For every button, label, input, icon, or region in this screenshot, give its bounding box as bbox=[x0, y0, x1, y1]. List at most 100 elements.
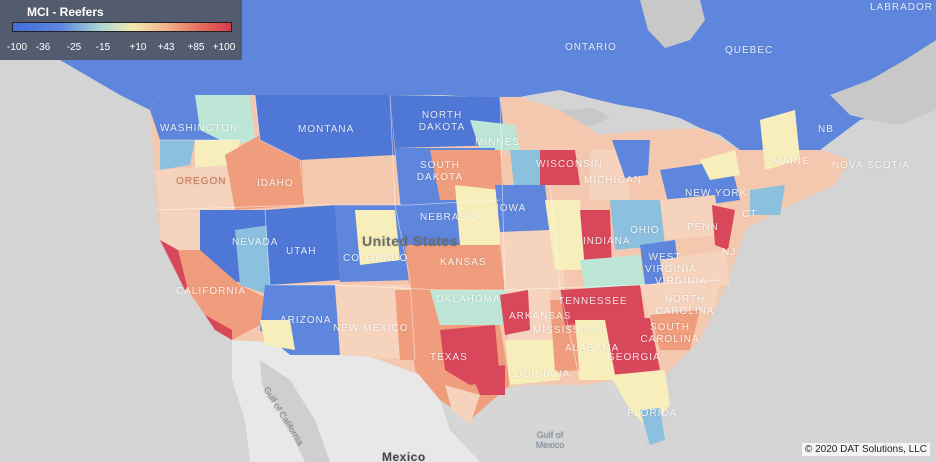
label-nebraska: NEBRASKA bbox=[420, 212, 483, 223]
region-kansas bbox=[405, 245, 505, 295]
label-new-mexico: NEW MEXICO bbox=[333, 323, 409, 334]
label-gulf-of-mexico: Gulf of Mexico bbox=[535, 430, 565, 450]
label-alabama: ALABAMA bbox=[565, 343, 620, 354]
region-nc bbox=[640, 280, 720, 318]
region-ark-red bbox=[500, 290, 530, 335]
region-montana bbox=[255, 95, 395, 160]
copyright-notice: © 2020 DAT Solutions, LLC bbox=[801, 443, 930, 456]
label-ontario: ONTARIO bbox=[565, 42, 617, 53]
label-kansas: KANSAS bbox=[440, 257, 487, 268]
region-tx-south bbox=[445, 385, 480, 425]
water-hudson-bay bbox=[640, 0, 705, 48]
region-ma bbox=[750, 185, 785, 215]
region-wisconsin bbox=[535, 150, 580, 185]
region-minnesota bbox=[470, 120, 520, 150]
legend-tick: +10 bbox=[129, 42, 147, 53]
legend-tick: +85 bbox=[187, 42, 205, 53]
region-ny-north bbox=[700, 150, 740, 180]
region-nj bbox=[712, 205, 735, 250]
region-oklahoma bbox=[430, 290, 505, 325]
label-colorado: COLORADO bbox=[343, 253, 409, 264]
label-nevada: NEVADA bbox=[232, 237, 279, 248]
label-wisconsin: WISCONSIN bbox=[536, 159, 603, 170]
label-arizona: ARIZONA bbox=[280, 315, 332, 326]
region-alabama bbox=[575, 320, 615, 380]
region-utah bbox=[265, 205, 340, 285]
label-arkansas: ARKANSAS bbox=[509, 311, 572, 322]
region-wa-coast bbox=[160, 140, 195, 170]
label-labrador: LABRADOR bbox=[870, 2, 934, 13]
label-united-states: United States bbox=[362, 233, 458, 249]
label-louisiana: LOUISIANA bbox=[508, 369, 571, 380]
region-illinois bbox=[545, 200, 585, 270]
label-minnesota: MINNES bbox=[475, 137, 520, 148]
label-mexico: Mexico bbox=[382, 450, 426, 462]
label-tennessee: TENNESSEE bbox=[558, 296, 628, 307]
region-indiana bbox=[580, 210, 612, 270]
region-co-plains bbox=[355, 210, 400, 265]
region-iowa bbox=[495, 185, 550, 232]
region-upper-mich bbox=[612, 140, 650, 178]
region-louisiana bbox=[505, 340, 560, 385]
legend-tick: -25 bbox=[66, 42, 82, 53]
region-virginia bbox=[660, 250, 730, 290]
label-idaho: IDAHO bbox=[257, 178, 294, 189]
label-indiana: INDIANA bbox=[583, 236, 631, 247]
water-gulf-of-california bbox=[260, 360, 330, 462]
region-ne-east bbox=[455, 185, 500, 245]
region-ca-south bbox=[205, 315, 232, 340]
label-washington: WASHINGTON bbox=[160, 123, 239, 134]
label-georgia: GEORGIA bbox=[607, 352, 661, 363]
label-ohio: OHIO bbox=[630, 225, 660, 236]
label-michigan: MICHIGAN bbox=[584, 175, 642, 186]
region-wisc-west bbox=[510, 150, 540, 195]
legend-tick: +100 bbox=[212, 42, 236, 53]
label-west-virginia: WEST VIRGINIA bbox=[645, 252, 697, 275]
label-nj: NJ bbox=[722, 247, 737, 258]
region-georgia bbox=[605, 318, 660, 375]
label-virginia: VIRGINIA bbox=[655, 276, 707, 287]
label-penn: PENN bbox=[687, 222, 719, 233]
water-atlantic bbox=[640, 150, 936, 462]
label-montana: MONTANA bbox=[298, 124, 355, 135]
water-st-lawrence bbox=[830, 40, 936, 125]
region-penn bbox=[660, 195, 720, 240]
region-nebraska bbox=[400, 200, 475, 245]
region-california bbox=[178, 250, 270, 340]
water-pacific bbox=[0, 95, 232, 462]
label-california: CALIFORNIA bbox=[176, 286, 247, 297]
label-nb: NB bbox=[818, 124, 834, 135]
legend-tick: -100 bbox=[6, 42, 28, 53]
region-nv-east bbox=[235, 225, 270, 295]
region-nm bbox=[335, 285, 415, 360]
legend-title: MCI - Reefers bbox=[27, 5, 104, 19]
region-tx-houston bbox=[470, 365, 505, 395]
label-south-dakota: SOUTH DAKOTA bbox=[416, 160, 464, 183]
region-oregon bbox=[155, 165, 235, 212]
region-ca-north bbox=[160, 212, 200, 255]
region-az-west bbox=[260, 320, 295, 350]
region-missouri bbox=[500, 230, 565, 290]
label-ct: CT bbox=[742, 209, 758, 220]
legend-tick: -36 bbox=[35, 42, 51, 53]
legend-tick: +43 bbox=[157, 42, 175, 53]
heat-regions bbox=[150, 95, 800, 445]
legend-tick: -15 bbox=[95, 42, 111, 53]
label-north-dakota: NORTH DAKOTA bbox=[418, 110, 466, 133]
region-ohio bbox=[610, 200, 665, 250]
label-nova-scotia: NOVA SCOTIA bbox=[832, 160, 911, 171]
label-texas: TEXAS bbox=[430, 352, 468, 363]
label-north-carolina: NORTH CAROLINA bbox=[655, 294, 715, 317]
region-wa-east bbox=[195, 95, 255, 145]
legend-panel: MCI - Reefers -100 -36 -25 -15 +10 +43 +… bbox=[0, 0, 242, 60]
label-quebec: QUEBEC bbox=[725, 45, 774, 56]
legend-color-scale bbox=[12, 22, 232, 32]
label-oregon: OREGON bbox=[176, 176, 227, 187]
region-tennessee bbox=[560, 285, 645, 325]
region-idaho bbox=[225, 135, 305, 210]
label-maine: MAINE bbox=[773, 156, 810, 167]
label-mississippi: MISSISSIPPI bbox=[533, 325, 604, 336]
label-oklahoma: OKLAHOMA bbox=[436, 294, 501, 305]
